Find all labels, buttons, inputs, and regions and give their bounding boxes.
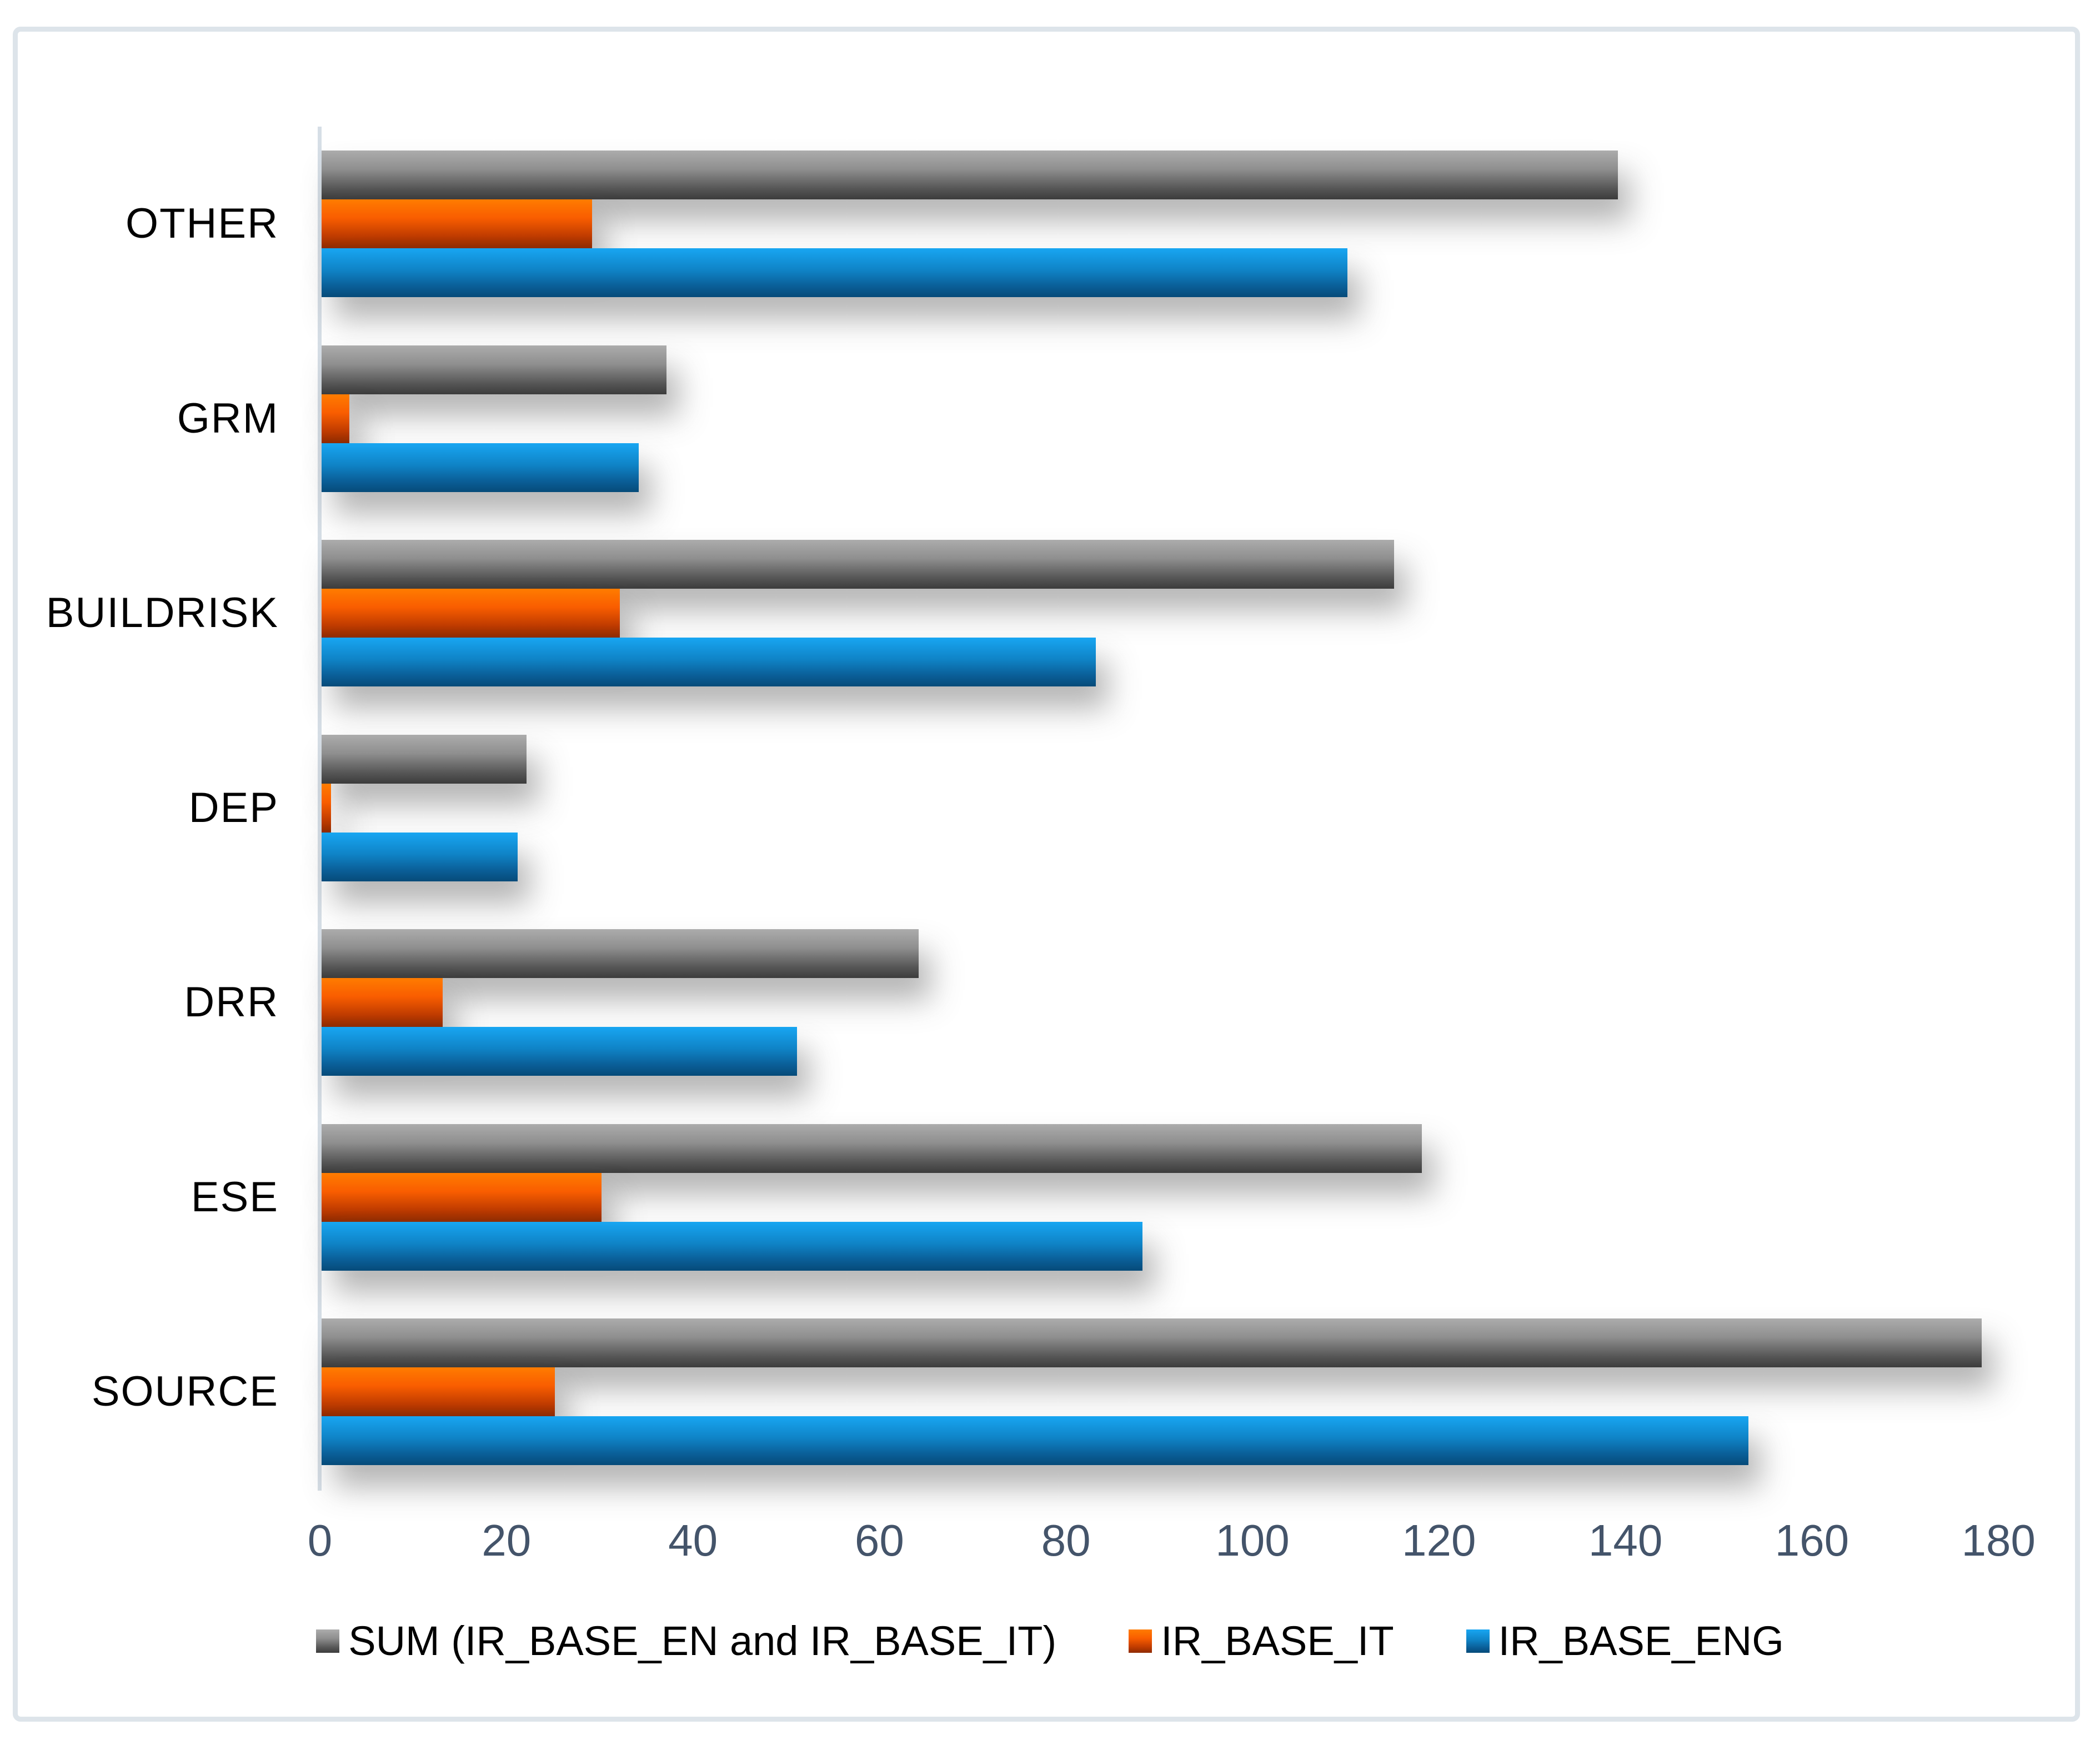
x-tick-label: 120: [1402, 1516, 1476, 1565]
legend-label: SUM (IR_BASE_EN and IR_BASE_IT): [348, 1618, 1057, 1664]
x-tick-label: 40: [668, 1516, 718, 1565]
category-label: DRR: [184, 979, 279, 1026]
x-tick-label: 60: [854, 1516, 904, 1565]
legend-item: IR_BASE_IT: [1129, 1617, 1394, 1664]
bar-eng-other: [322, 248, 1347, 297]
bar-eng-dep: [322, 832, 518, 881]
category-label: ESE: [191, 1173, 279, 1221]
category-label: BUILDRISK: [46, 589, 279, 636]
x-tick-label: 160: [1775, 1516, 1850, 1565]
x-tick-label: 180: [1961, 1516, 2036, 1565]
x-tick-label: 100: [1215, 1516, 1290, 1565]
bar-sum-drr: [322, 929, 919, 978]
x-tick-label: 80: [1041, 1516, 1091, 1565]
bar-it-dep: [322, 783, 331, 833]
bar-sum-source: [322, 1318, 1982, 1367]
category-label: OTHER: [126, 200, 279, 247]
bar-it-ese: [322, 1172, 602, 1222]
legend-item: IR_BASE_ENG: [1466, 1617, 1784, 1664]
bar-eng-source: [322, 1416, 1748, 1465]
bar-eng-buildrisk: [322, 638, 1096, 686]
bar-it-grm: [322, 394, 349, 443]
x-tick-label: 140: [1588, 1516, 1663, 1565]
bar-it-drr: [322, 978, 443, 1027]
legend-label: IR_BASE_ENG: [1498, 1618, 1784, 1664]
legend-swatch-icon: [1466, 1629, 1490, 1653]
x-tick-label: 0: [307, 1516, 333, 1565]
y-axis-line: [318, 127, 322, 1491]
legend: SUM (IR_BASE_EN and IR_BASE_IT) IR_BASE_I…: [0, 1617, 2100, 1664]
bar-it-other: [322, 199, 592, 248]
x-tick-label: 20: [482, 1516, 532, 1565]
legend-label: IR_BASE_IT: [1161, 1618, 1394, 1664]
bar-sum-dep: [322, 734, 527, 784]
bar-eng-drr: [322, 1027, 797, 1076]
bar-it-buildrisk: [322, 589, 620, 638]
legend-swatch-icon: [316, 1629, 340, 1653]
category-label: SOURCE: [91, 1368, 279, 1415]
bar-sum-buildrisk: [322, 540, 1394, 589]
bar-sum-other: [322, 151, 1618, 199]
bar-eng-ese: [322, 1221, 1142, 1271]
bar-sum-ese: [322, 1124, 1422, 1173]
legend-swatch-icon: [1129, 1629, 1152, 1653]
bar-it-source: [322, 1367, 555, 1416]
category-label: GRM: [177, 394, 279, 442]
category-label: DEP: [188, 784, 279, 831]
legend-item: SUM (IR_BASE_EN and IR_BASE_IT): [316, 1617, 1056, 1664]
bar-eng-grm: [322, 443, 639, 492]
bar-sum-grm: [322, 345, 666, 394]
